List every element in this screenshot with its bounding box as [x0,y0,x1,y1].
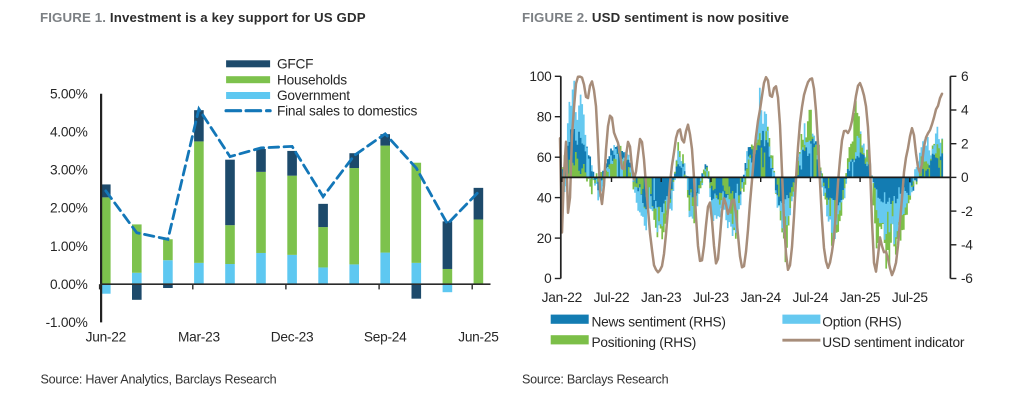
svg-text:60: 60 [537,150,552,165]
svg-text:Jul-24: Jul-24 [793,290,829,305]
svg-text:Jul-25: Jul-25 [892,290,928,305]
svg-text:1.00%: 1.00% [50,239,88,254]
svg-text:Jan-23: Jan-23 [641,290,682,305]
svg-text:Jan-22: Jan-22 [542,290,582,305]
svg-text:4: 4 [961,103,969,118]
svg-text:Households: Households [277,72,347,87]
svg-text:-1.00%: -1.00% [46,315,88,330]
svg-text:2: 2 [961,136,968,151]
svg-text:Jun-22: Jun-22 [86,330,126,345]
svg-text:GFCF: GFCF [277,57,313,72]
svg-text:-4: -4 [961,238,973,253]
svg-text:Source: Haver Analytics, Barcl: Source: Haver Analytics, Barclays Resear… [41,373,277,387]
svg-text:Dec-23: Dec-23 [271,330,314,345]
svg-text:5.00%: 5.00% [50,87,88,102]
svg-text:Jan-25: Jan-25 [840,290,881,305]
svg-text:0: 0 [961,170,969,185]
svg-text:Source: Barclays Research: Source: Barclays Research [522,373,669,387]
svg-text:Sep-24: Sep-24 [364,330,407,345]
svg-text:3.00%: 3.00% [50,163,88,178]
svg-text:40: 40 [537,190,552,205]
svg-text:2.00%: 2.00% [50,201,88,216]
svg-text:USD sentiment indicator: USD sentiment indicator [822,335,965,350]
svg-text:20: 20 [537,231,552,246]
svg-text:Jul-22: Jul-22 [594,290,630,305]
svg-text:4.00%: 4.00% [50,125,88,140]
svg-text:FIGURE 1. Investment is a key: FIGURE 1. Investment is a key support fo… [40,10,366,25]
svg-text:Option (RHS): Option (RHS) [822,314,901,329]
svg-text:Mar-23: Mar-23 [178,330,220,345]
svg-text:Government: Government [277,88,350,103]
svg-text:6: 6 [961,69,969,84]
svg-text:0.00%: 0.00% [50,277,88,292]
svg-text:0: 0 [544,271,552,286]
svg-text:-2: -2 [961,204,973,219]
svg-text:Jun-25: Jun-25 [458,330,499,345]
svg-text:FIGURE 2. USD sentiment is now: FIGURE 2. USD sentiment is now positive [522,10,789,25]
svg-text:-6: -6 [961,271,973,286]
svg-text:Final sales to domestics: Final sales to domestics [277,103,417,118]
svg-text:100: 100 [529,69,552,84]
svg-text:Positioning (RHS): Positioning (RHS) [592,335,697,350]
svg-text:Jan-24: Jan-24 [741,290,782,305]
svg-text:Jul-23: Jul-23 [693,290,729,305]
svg-text:80: 80 [537,109,552,124]
svg-text:News sentiment (RHS): News sentiment (RHS) [592,314,726,329]
